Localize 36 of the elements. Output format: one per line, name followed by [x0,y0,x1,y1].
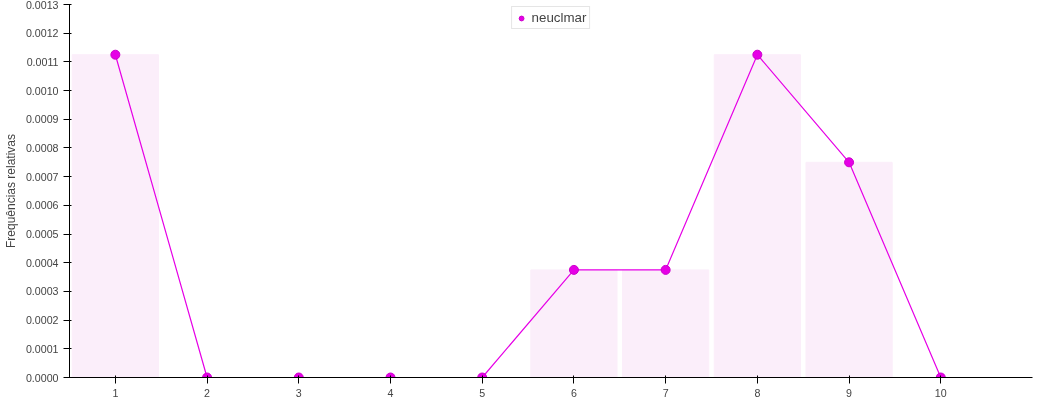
legend-label: neuclmar [531,10,587,25]
point [844,157,855,168]
x-tick-label: 8 [754,386,761,399]
bar [805,161,893,378]
x-tick-label: 2 [204,386,211,399]
x-tick-label: 7 [662,386,669,399]
bar [713,54,801,378]
x-tick-label: 6 [570,386,577,399]
x-tick-label: 10 [934,386,947,399]
y-tick-label: 0.0010 [25,84,59,97]
point [568,264,579,275]
y-tick-label: 0.0001 [25,342,59,355]
y-tick-label: 0.0011 [26,55,59,68]
x-tick-label: 5 [479,386,486,399]
y-tick-label: 0.0008 [25,141,59,154]
y-axis-title: Frequências relativas [3,133,18,249]
y-tick-label: 0.0005 [25,228,59,241]
y-tick-label: 0.0013 [25,0,59,11]
x-tick-label: 4 [387,386,394,399]
y-tick-label: 0.0006 [25,199,59,212]
point [660,264,671,275]
bar [530,269,618,378]
y-tick-label: 0.0004 [25,256,59,269]
y-tick-label: 0.0007 [25,170,59,183]
point [752,49,763,60]
y-tick-label: 0.0012 [25,27,59,40]
y-tick-label: 0.0003 [25,285,59,298]
point [110,49,121,60]
y-tick-label: 0.0002 [25,314,59,327]
x-tick-label: 1 [112,386,119,399]
x-tick-label: 3 [295,386,302,399]
y-tick-label: 0.0009 [25,113,59,126]
bar [71,54,159,378]
x-tick-label: 9 [846,386,853,399]
bar [622,269,710,378]
y-tick-label: 0.0000 [25,371,59,384]
